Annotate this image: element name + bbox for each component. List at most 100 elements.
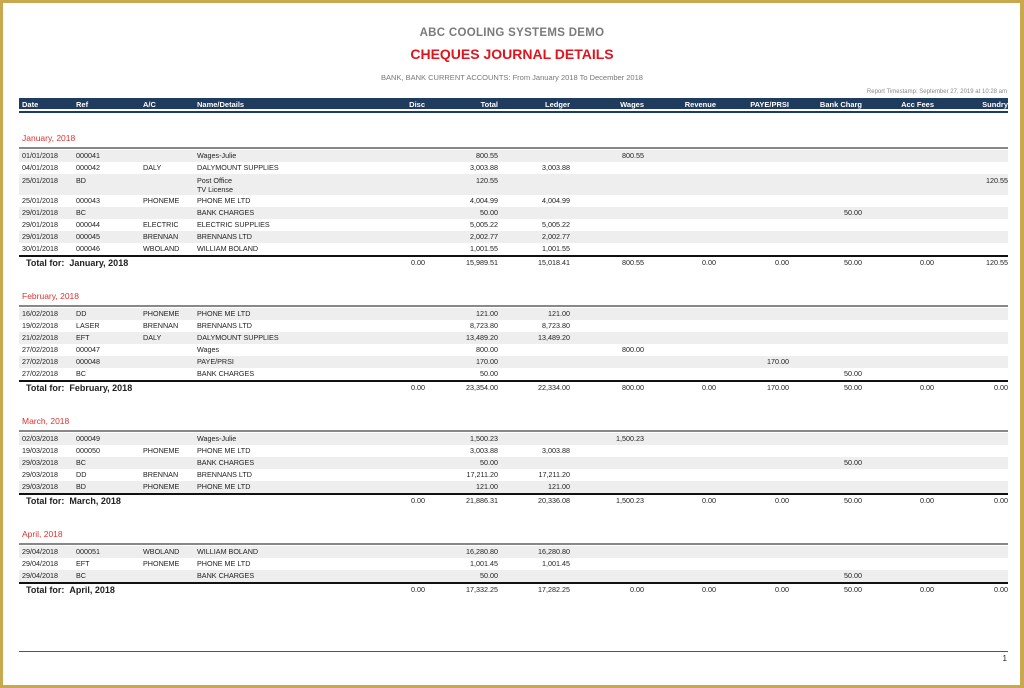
report-title: CHEQUES JOURNAL DETAILS xyxy=(410,46,614,62)
cell-total: 1,001.45 xyxy=(470,559,498,568)
cell-date: 29/04/2018 xyxy=(22,571,58,580)
cell-total: 170.00 xyxy=(476,357,498,366)
cell-name-details: BRENNANS LTD xyxy=(197,232,252,241)
journal-table: Date Ref A/C Name/Details Disc Total Ledger Wag… xyxy=(19,98,1008,596)
month-label: February, 2018 xyxy=(22,291,80,301)
table-row: 27/02/2018 000047 Wages 800.00 800.00 xyxy=(19,344,1008,356)
cell-total: 800.55 xyxy=(476,151,498,160)
cell-ref: 000046 xyxy=(76,244,100,253)
cell-name-details: PHONE ME LTD xyxy=(197,196,251,205)
table-row: 04/01/2018 000042 DALY DALYMOUNT SUPPLIES 3,… xyxy=(19,162,1008,174)
cell-name-details: PHONE ME LTD xyxy=(197,446,251,455)
total-disc: 0.00 xyxy=(411,496,425,505)
cell-date: 25/01/2018 xyxy=(22,176,58,185)
cell-name-details: PAYE/PRSI xyxy=(197,357,234,366)
total-month: March, 2018 xyxy=(69,496,121,506)
cell-ref: DD xyxy=(76,309,87,318)
total-revenue: 0.00 xyxy=(702,383,716,392)
total-prefix: Total for: xyxy=(26,585,65,595)
table-row: 29/03/2018 BD PHONEME PHONE ME LTD 121.00 121… xyxy=(19,481,1008,493)
cell-total: 50.00 xyxy=(480,208,498,217)
cell-ref: 000041 xyxy=(76,151,100,160)
cell-ref: LASER xyxy=(76,321,100,330)
table-row: 16/02/2018 DD PHONEME PHONE ME LTD 121.00 121… xyxy=(19,308,1008,320)
column-header-acc-fees: Acc Fees xyxy=(901,100,934,109)
table-row: 01/01/2018 000041 Wages-Julie 800.55 800.55 xyxy=(19,150,1008,162)
cell-name-details: WILLIAM BOLAND xyxy=(197,547,259,556)
section-divider xyxy=(19,147,1008,149)
cell-a-c: PHONEME xyxy=(143,482,180,491)
cell-a-c: BRENNAN xyxy=(143,470,179,479)
total-wages: 800.00 xyxy=(622,383,644,392)
cell-bank-charg: 50.00 xyxy=(844,571,862,580)
cell-name-details: Wages xyxy=(197,345,220,354)
total-wages: 0.00 xyxy=(630,585,644,594)
cell-ledger: 3,003.88 xyxy=(542,446,570,455)
total-month: February, 2018 xyxy=(69,383,133,393)
total-acc-fees: 0.00 xyxy=(920,585,934,594)
cell-ref: 000044 xyxy=(76,220,100,229)
cell-ref: EFT xyxy=(76,333,90,342)
total-wages: 800.55 xyxy=(622,258,644,267)
table-row: 29/04/2018 EFT PHONEME PHONE ME LTD 1,001.45… xyxy=(19,558,1008,570)
total-wages: 1,500.23 xyxy=(616,496,644,505)
table-row: 29/01/2018 BC BANK CHARGES 50.00 50.00 xyxy=(19,207,1008,219)
cell-ref: 000042 xyxy=(76,163,100,172)
cell-total: 5,005.22 xyxy=(470,220,498,229)
cell-name-details: BANK CHARGES xyxy=(197,208,255,217)
month-total-row: Total for: January, 2018 0.00 15,989.51 15,0… xyxy=(19,255,1008,269)
total-prefix: Total for: xyxy=(26,496,65,506)
total-month: April, 2018 xyxy=(69,585,115,595)
cell-name-details: WILLIAM BOLAND xyxy=(197,244,259,253)
month-section-header: January, 2018 xyxy=(19,111,1008,147)
table-row: 29/04/2018 000051 WBOLAND WILLIAM BOLAND 16,… xyxy=(19,546,1008,558)
table-row: 25/01/2018 000043 PHONEME PHONE ME LTD 4,004… xyxy=(19,195,1008,207)
cell-ref: 000043 xyxy=(76,196,100,205)
cell-total: 1,001.55 xyxy=(470,244,498,253)
column-header-sundry: Sundry xyxy=(982,100,1008,109)
cell-total: 8,723.80 xyxy=(470,321,498,330)
total-revenue: 0.00 xyxy=(702,496,716,505)
cell-name-details: Wages-Julie xyxy=(197,434,237,443)
cell-date: 29/03/2018 xyxy=(22,470,58,479)
cell-ledger: 121.00 xyxy=(548,309,570,318)
cell-ref: 000045 xyxy=(76,232,100,241)
cell-name-details: PHONE ME LTD xyxy=(197,309,251,318)
cell-a-c: WBOLAND xyxy=(143,547,180,556)
month-total-row: Total for: February, 2018 0.00 23,354.00 22,… xyxy=(19,380,1008,394)
total-prefix: Total for: xyxy=(26,383,65,393)
column-header-total: Total xyxy=(480,100,498,109)
cell-date: 29/01/2018 xyxy=(22,220,58,229)
cell-date: 02/03/2018 xyxy=(22,434,58,443)
cell-total: 17,211.20 xyxy=(466,470,498,479)
cell-date: 29/03/2018 xyxy=(22,482,58,491)
cell-name-details: Post Office TV License xyxy=(197,176,233,194)
column-header-name-details: Name/Details xyxy=(197,100,245,109)
cell-date: 01/01/2018 xyxy=(22,151,58,160)
total-bank-charg: 50.00 xyxy=(844,496,862,505)
page-number: 1 xyxy=(1002,654,1007,663)
cell-date: 04/01/2018 xyxy=(22,163,58,172)
cell-date: 27/02/2018 xyxy=(22,369,58,378)
cell-total: 120.55 xyxy=(476,176,498,185)
cell-ledger: 8,723.80 xyxy=(542,321,570,330)
total-bank-charg: 50.00 xyxy=(844,585,862,594)
cell-total: 50.00 xyxy=(480,369,498,378)
cell-date: 19/02/2018 xyxy=(22,321,58,330)
cell-date: 27/02/2018 xyxy=(22,345,58,354)
cell-date: 29/03/2018 xyxy=(22,458,58,467)
column-header-ref: Ref xyxy=(76,100,89,109)
total-paye-prsi: 0.00 xyxy=(775,585,789,594)
cell-a-c: BRENNAN xyxy=(143,232,179,241)
cell-ref: DD xyxy=(76,470,87,479)
cell-a-c: BRENNAN xyxy=(143,321,179,330)
cell-bank-charg: 50.00 xyxy=(844,369,862,378)
column-header-bank-charg: Bank Charg xyxy=(819,100,862,109)
cell-name-details: PHONE ME LTD xyxy=(197,482,251,491)
cell-a-c: PHONEME xyxy=(143,196,180,205)
cell-a-c: PHONEME xyxy=(143,559,180,568)
cell-ref: EFT xyxy=(76,559,90,568)
cell-a-c: WBOLAND xyxy=(143,244,180,253)
cell-name-details: BRENNANS LTD xyxy=(197,470,252,479)
month-section-header: April, 2018 xyxy=(19,507,1008,543)
